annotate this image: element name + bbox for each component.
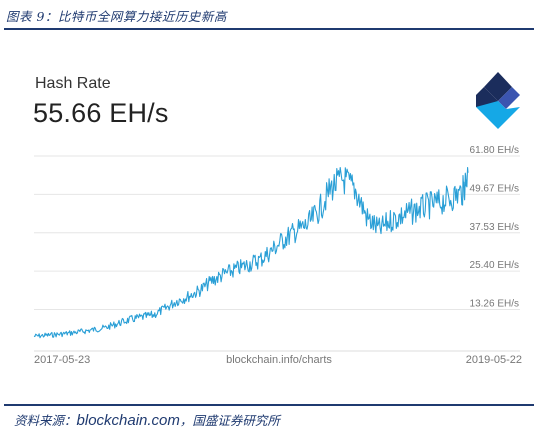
- source-link[interactable]: blockchain.com: [76, 412, 180, 429]
- figure-title: 图表 9：比特币全网算力接近历史新高: [6, 9, 227, 24]
- y-tick-label: 37.53 EH/s: [470, 222, 519, 233]
- y-tick-label: 13.26 EH/s: [470, 299, 519, 310]
- source-note: 资料来源：blockchain.com，国盛证券研究所: [14, 410, 280, 429]
- source-suffix: ，国盛证券研究所: [179, 413, 280, 428]
- source-prefix: 资料来源：: [14, 413, 77, 428]
- top-divider: [4, 28, 534, 30]
- x-tick-label: 2017-05-23: [34, 354, 90, 366]
- metric-label: Hash Rate: [35, 75, 111, 92]
- x-tick-label: 2019-05-22: [466, 354, 522, 366]
- y-tick-label: 61.80 EH/s: [470, 145, 519, 156]
- blockchain-logo-icon: [476, 72, 520, 129]
- grid-lines: [34, 155, 520, 352]
- metric-value: 55.66 EH/s: [33, 98, 169, 128]
- y-tick-label: 49.67 EH/s: [470, 183, 519, 194]
- hash-rate-series-line: [33, 166, 469, 339]
- x-tick-labels: 2017-05-23 2019-05-22: [34, 354, 522, 366]
- series-layer: [33, 166, 469, 339]
- bottom-divider: [4, 404, 534, 406]
- y-tick-labels: 13.26 EH/s 25.40 EH/s 37.53 EH/s 49.67 EH/s…: [470, 145, 519, 310]
- chart-attribution[interactable]: blockchain.info/charts: [226, 354, 332, 366]
- y-tick-label: 25.40 EH/s: [470, 260, 519, 271]
